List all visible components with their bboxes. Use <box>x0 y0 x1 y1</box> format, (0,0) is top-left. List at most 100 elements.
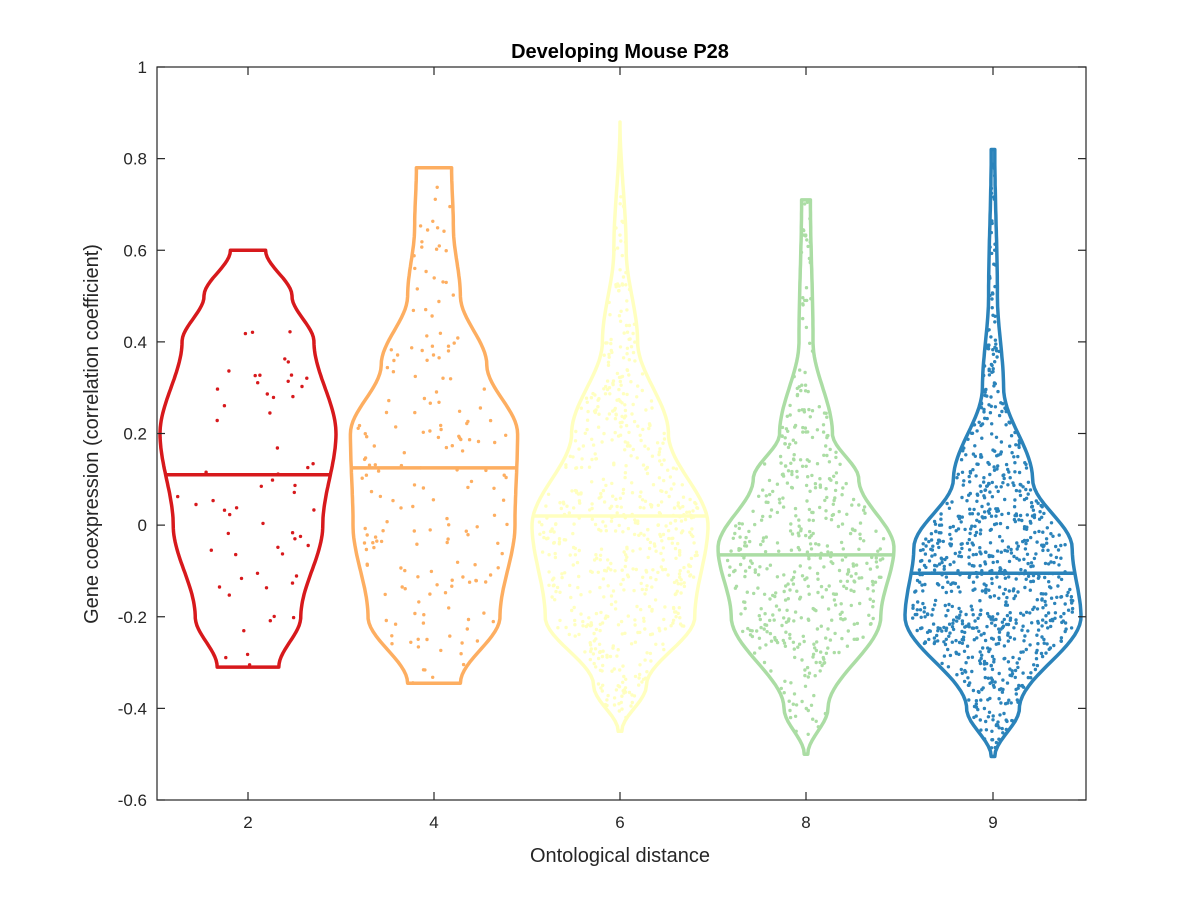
data-point <box>837 568 842 573</box>
data-point <box>1056 584 1060 588</box>
data-point <box>986 502 990 506</box>
data-point <box>944 614 948 618</box>
data-point <box>677 606 681 610</box>
data-point <box>620 568 624 572</box>
data-point <box>1022 639 1026 643</box>
data-point <box>625 308 629 312</box>
data-point <box>642 616 646 620</box>
data-point <box>854 572 858 576</box>
data-point <box>445 540 449 545</box>
data-point <box>940 560 944 565</box>
data-point <box>957 514 962 519</box>
data-point <box>832 598 837 602</box>
data-point <box>833 488 838 493</box>
data-point <box>1024 577 1028 581</box>
data-point <box>780 425 785 430</box>
data-point <box>991 352 996 356</box>
data-point <box>639 581 643 586</box>
data-point <box>994 507 998 511</box>
data-point <box>668 475 673 479</box>
data-point <box>657 476 662 480</box>
data-point <box>466 533 470 537</box>
data-point <box>911 606 915 610</box>
data-point <box>871 599 876 603</box>
data-point <box>234 552 238 557</box>
data-point <box>619 375 623 379</box>
data-point <box>791 575 796 580</box>
data-point <box>596 405 600 409</box>
data-point <box>959 458 964 462</box>
data-point <box>788 632 792 637</box>
data-point <box>964 453 968 457</box>
data-point <box>1005 525 1010 530</box>
data-point <box>935 582 940 586</box>
data-point <box>974 699 979 703</box>
data-point <box>747 565 752 569</box>
data-point <box>759 518 764 522</box>
data-point <box>1026 675 1031 680</box>
data-point <box>437 356 441 360</box>
data-point <box>639 490 643 494</box>
data-point <box>845 572 850 576</box>
data-point <box>879 575 883 579</box>
data-point <box>1012 596 1016 601</box>
data-point <box>648 632 653 637</box>
data-point <box>1041 530 1045 534</box>
data-point <box>591 443 596 447</box>
data-point <box>1017 518 1021 522</box>
data-point <box>956 527 961 531</box>
data-point <box>455 560 460 564</box>
data-point <box>1044 603 1048 607</box>
data-point <box>992 594 997 598</box>
data-point <box>604 483 608 488</box>
data-point <box>1015 556 1019 560</box>
data-point <box>425 637 429 642</box>
data-point <box>845 579 850 583</box>
data-point <box>589 623 594 627</box>
data-point <box>952 560 956 564</box>
data-point <box>1049 553 1053 557</box>
data-point <box>584 396 589 400</box>
data-point <box>222 508 227 512</box>
data-point <box>824 487 828 491</box>
data-point <box>979 608 983 612</box>
data-point <box>1009 434 1014 438</box>
data-point <box>610 669 614 673</box>
data-point <box>1014 577 1018 581</box>
data-point <box>623 414 628 418</box>
data-point <box>586 409 590 414</box>
data-point <box>993 680 997 684</box>
data-point <box>597 527 601 532</box>
data-point <box>1030 621 1034 625</box>
data-point <box>599 495 603 499</box>
data-point <box>619 383 623 387</box>
data-point <box>979 489 983 494</box>
data-point <box>588 569 593 573</box>
data-point <box>1000 726 1004 731</box>
data-point <box>451 293 455 297</box>
data-point <box>791 640 796 644</box>
data-point <box>813 482 818 486</box>
data-point <box>990 495 995 499</box>
data-point <box>1007 575 1011 579</box>
data-point <box>1021 539 1025 544</box>
data-point <box>807 407 811 412</box>
data-point <box>1011 655 1015 660</box>
data-point <box>753 570 757 574</box>
data-point <box>748 633 753 637</box>
data-point <box>978 718 982 722</box>
data-point <box>765 630 769 634</box>
data-point <box>682 624 686 628</box>
data-point <box>1020 628 1024 632</box>
data-point <box>448 634 452 638</box>
data-point <box>604 384 608 389</box>
data-point <box>618 379 622 384</box>
data-point <box>633 640 638 644</box>
data-point <box>614 285 618 289</box>
data-point <box>685 510 689 514</box>
data-point <box>1018 513 1023 518</box>
data-point <box>460 641 464 645</box>
data-point <box>743 540 747 545</box>
data-point <box>775 640 780 645</box>
data-point <box>783 436 787 440</box>
